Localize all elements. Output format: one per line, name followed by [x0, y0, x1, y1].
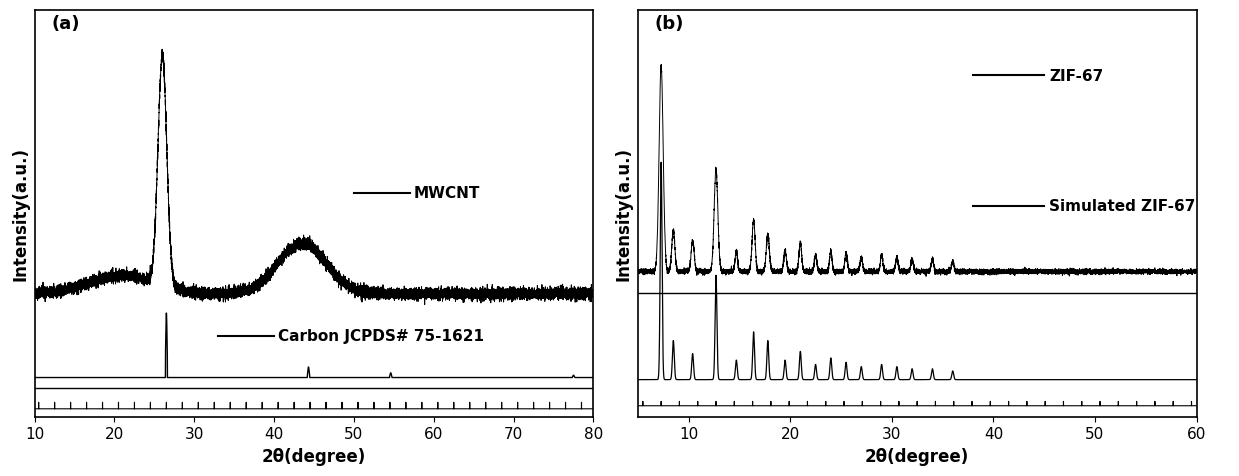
- Y-axis label: Intensity(a.u.): Intensity(a.u.): [11, 147, 28, 281]
- Text: MWCNT: MWCNT: [414, 186, 481, 200]
- Text: Simulated ZIF-67: Simulated ZIF-67: [1049, 199, 1196, 214]
- Y-axis label: Intensity(a.u.): Intensity(a.u.): [615, 147, 632, 281]
- Text: (b): (b): [654, 15, 684, 33]
- Text: (a): (a): [52, 15, 81, 33]
- Text: ZIF-67: ZIF-67: [1049, 69, 1104, 84]
- X-axis label: 2θ(degree): 2θ(degree): [865, 447, 969, 465]
- X-axis label: 2θ(degree): 2θ(degree): [261, 447, 367, 465]
- Text: Carbon JCPDS# 75-1621: Carbon JCPDS# 75-1621: [278, 328, 484, 344]
